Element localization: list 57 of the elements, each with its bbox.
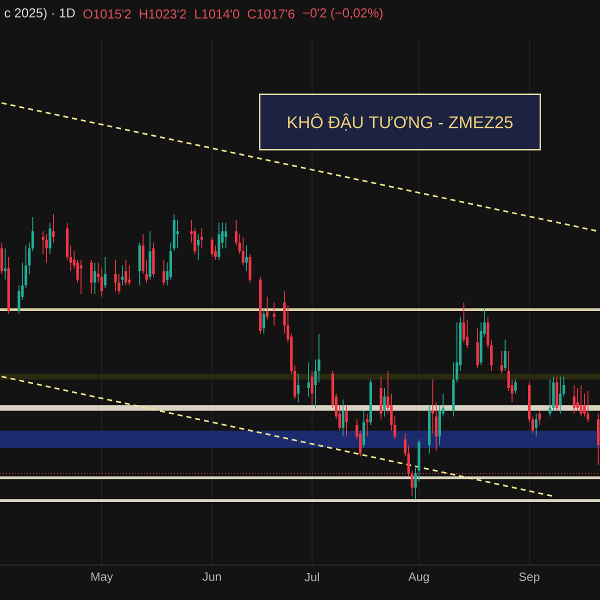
candlestick [196,234,200,260]
candlestick [504,339,506,372]
candlestick [462,302,466,343]
candlestick [242,236,244,266]
candlestick [266,296,269,320]
chart-title: KHÔ ĐẬU TƯƠNG - ZMEZ25 [288,113,513,131]
x-tick-label: Aug [408,572,429,584]
candlestick [0,242,4,274]
candlestick [94,262,96,294]
candlestick [534,413,538,437]
candlestick [307,362,310,397]
text: H1023'2 [140,9,186,19]
candlestick [466,319,469,349]
candlestick [342,398,344,437]
candlestick [296,373,300,403]
candlestick [262,308,266,334]
candlestick [548,378,552,417]
candlestick [104,256,106,289]
candlestick [248,254,252,283]
candlestick [128,265,131,286]
candlestick [210,236,214,258]
candlestick [245,245,248,272]
x-tick-label: May [91,572,113,584]
candlestick [580,384,582,417]
candlestick [345,404,348,437]
candlestick [224,222,228,249]
candlestick [383,388,386,417]
x-tick-label: Jun [202,572,221,581]
candlestick [162,259,166,286]
candlestick [434,402,438,452]
candlestick [45,234,48,264]
candlestick [559,376,562,414]
candlestick [476,328,479,368]
candlestick [52,214,55,244]
candlestick [500,350,504,374]
candlestick [310,370,314,406]
candlestick [514,378,517,394]
candlestick [586,390,590,423]
text: −0'2 (−0,02%) [303,8,383,20]
text: L1014'0 [195,9,240,19]
text: c 2025) · 1D [4,8,75,20]
candlestick [114,259,117,292]
candlestick [80,259,82,294]
candlestick [124,259,128,286]
candlestick [572,384,576,414]
candlestick [90,259,93,294]
candlestick [200,228,204,249]
text: C1017'6 [248,9,294,19]
candlestick [538,410,541,426]
candlestick [362,410,366,448]
text: O1015'2 [83,9,131,19]
x-tick-label: Sep [519,572,540,584]
candlestick [218,222,220,260]
candlestick [96,262,100,283]
candlestick [48,222,52,255]
candlestick [100,268,104,298]
x-tick-label: Jul [304,572,319,582]
